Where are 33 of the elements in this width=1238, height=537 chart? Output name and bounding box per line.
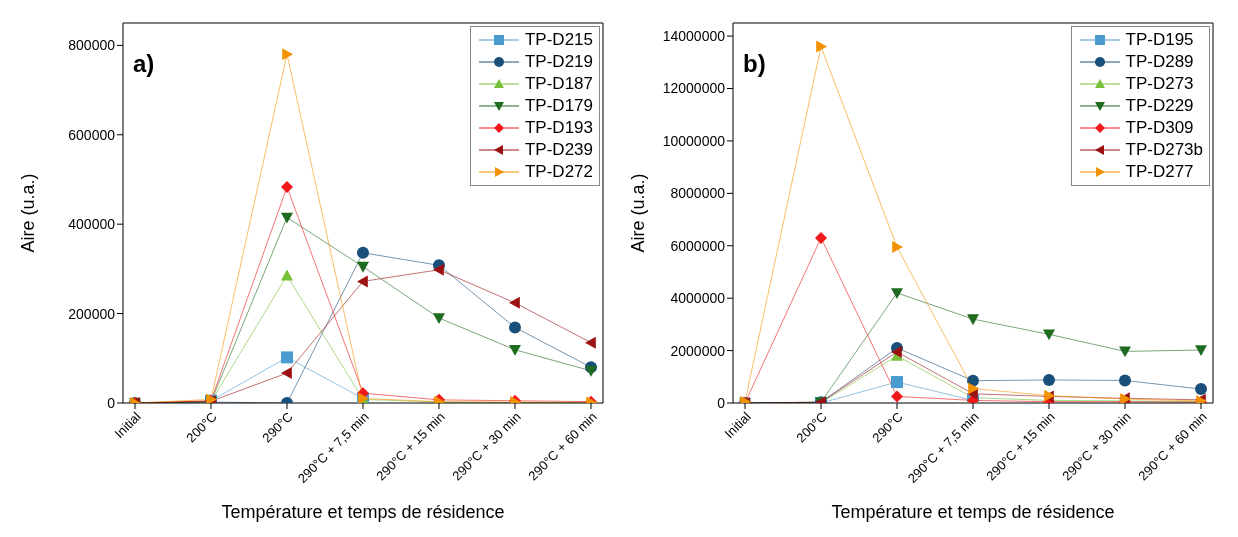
y-axis-title: Aire (u.a.) <box>628 173 649 253</box>
legend-label: TP-D187 <box>524 74 593 94</box>
legend-label: TP-D195 <box>1125 30 1194 50</box>
annotation: a) <box>133 50 155 78</box>
legend-label: TP-D273 <box>1125 74 1194 94</box>
y-tick-label: 0 <box>107 394 116 411</box>
legend-label: TP-D179 <box>524 96 593 116</box>
legend-label: TP-D219 <box>524 52 593 72</box>
legend-label: TP-D215 <box>524 30 593 50</box>
x-axis-title: Température et temps de résidence <box>221 502 505 522</box>
y-tick-label: 4000000 <box>670 290 726 307</box>
legend-label: TP-D239 <box>524 140 593 160</box>
y-tick-label: 12000000 <box>662 80 726 97</box>
legend-label: TP-D289 <box>1125 52 1194 72</box>
legend-label: TP-D273b <box>1125 140 1203 160</box>
legend-label: TP-D309 <box>1125 118 1194 138</box>
legend-label: TP-D277 <box>1125 162 1194 182</box>
x-axis-title: Température et temps de résidence <box>831 502 1115 522</box>
y-tick-label: 800000 <box>68 37 116 54</box>
y-tick-label: 600000 <box>68 126 116 143</box>
y-tick-label: 0 <box>717 394 726 411</box>
legend-label: TP-D193 <box>524 118 593 138</box>
y-tick-label: 14000000 <box>662 28 726 45</box>
y-tick-label: 2000000 <box>670 342 726 359</box>
annotation: b) <box>743 50 766 78</box>
y-tick-label: 6000000 <box>670 237 726 254</box>
y-axis-title: Aire (u.a.) <box>18 173 39 253</box>
legend-label: TP-D229 <box>1125 96 1194 116</box>
y-tick-label: 10000000 <box>662 132 726 149</box>
y-tick-label: 8000000 <box>670 185 726 202</box>
y-tick-label: 200000 <box>68 305 116 322</box>
y-tick-label: 400000 <box>68 216 116 233</box>
legend-label: TP-D272 <box>524 162 593 182</box>
